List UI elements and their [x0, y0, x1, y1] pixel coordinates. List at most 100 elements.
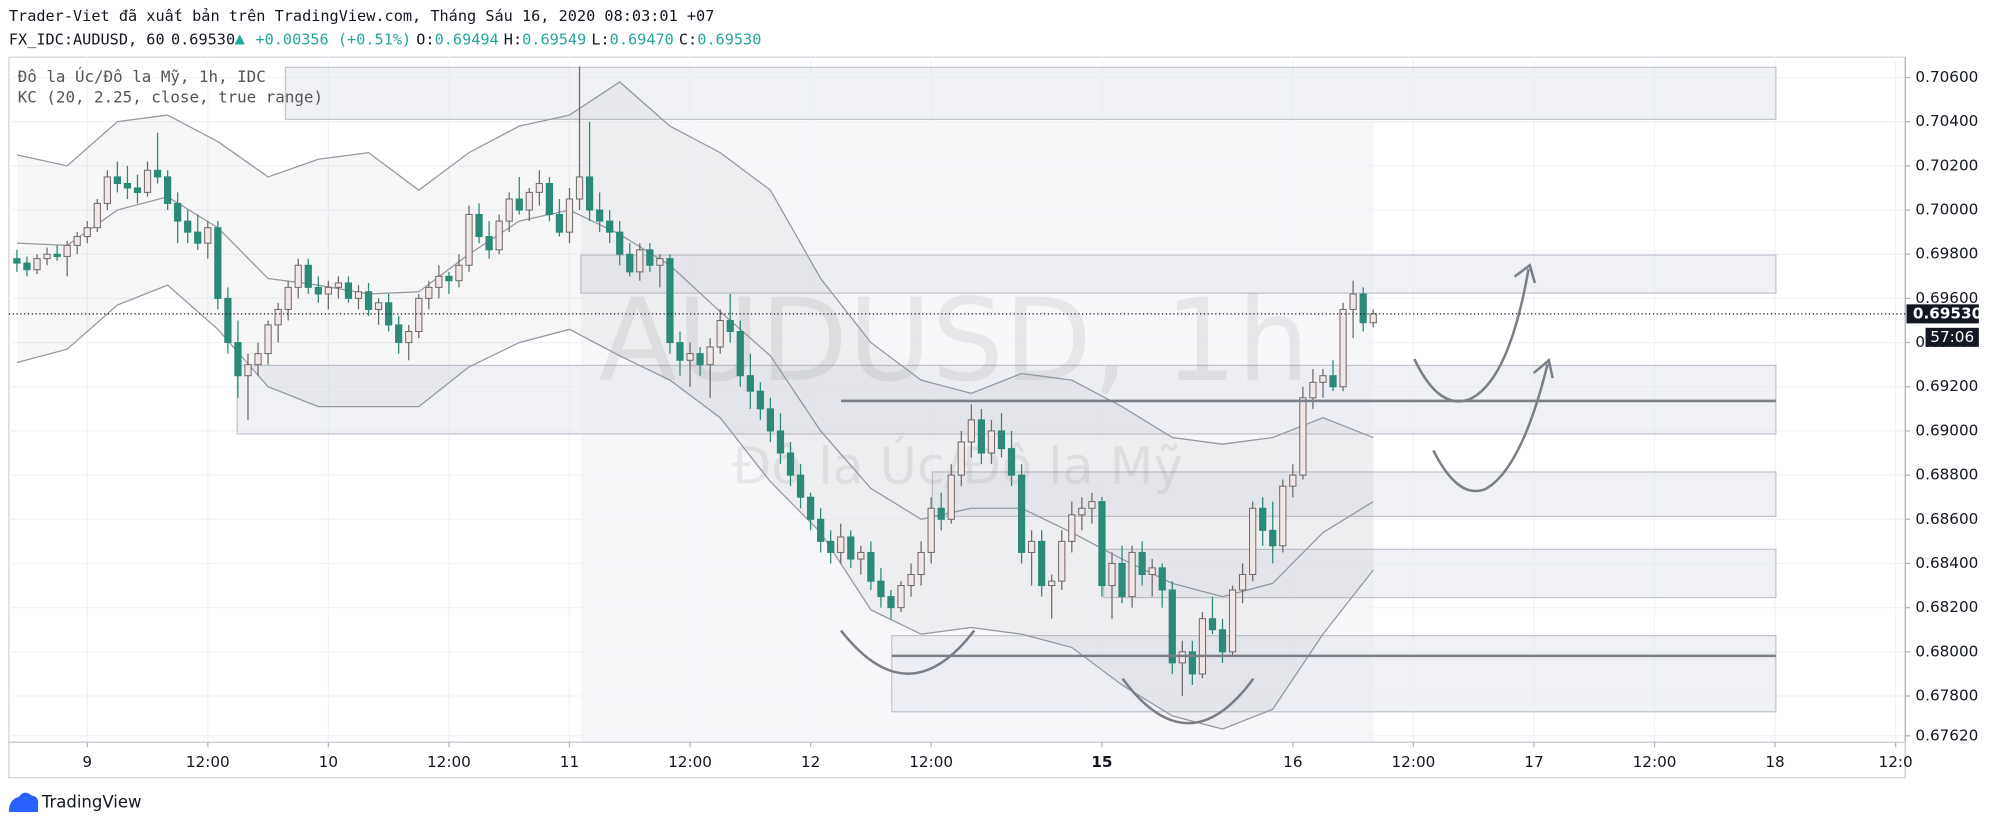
x-tick-label: 12:0 [1879, 753, 1913, 771]
candle-body [907, 574, 915, 587]
candle-body [1138, 551, 1146, 576]
y-tick-label: 0.68600 [1915, 510, 1978, 528]
candle-body [1017, 474, 1026, 553]
candle-body [585, 176, 594, 211]
candle-body [646, 249, 654, 266]
zone [284, 66, 1777, 120]
candle-body [827, 540, 835, 553]
candle-body [385, 302, 393, 326]
candle-body [927, 507, 935, 553]
candle-body [1279, 485, 1287, 547]
candle-body [847, 536, 855, 560]
y-tick-label: 0.70400 [1915, 112, 1978, 130]
candle-body [676, 342, 684, 361]
candle-body [415, 297, 423, 333]
candle-body [1148, 567, 1156, 576]
candle-body [636, 249, 644, 273]
candle-body [997, 430, 1006, 450]
candle-body [565, 198, 574, 233]
candle-body [706, 346, 714, 366]
candle-body [1218, 629, 1227, 653]
brand-logo [8, 792, 39, 812]
candle-body [143, 169, 152, 193]
candle-body [525, 191, 533, 211]
candle-body [485, 236, 493, 251]
kc-band-fill [16, 81, 1374, 730]
candle-body [43, 253, 51, 260]
candle-body [1007, 448, 1016, 476]
x-tick-label: 12:00 [909, 753, 953, 771]
kc-middle-line [16, 196, 1374, 598]
candle-body [445, 275, 453, 282]
candle-body [1058, 540, 1066, 582]
candle-body [776, 430, 785, 454]
candle-body [656, 258, 664, 266]
candle-body [1238, 574, 1247, 591]
candle-body [1088, 501, 1096, 509]
candle-body [857, 551, 865, 560]
candle-body [505, 198, 513, 222]
candle-body [314, 286, 322, 295]
x-tick-label: 12 [801, 753, 820, 771]
arrow-head [1532, 358, 1554, 379]
candle-body [113, 176, 122, 185]
y-tick-label: 0.68000 [1915, 642, 1978, 660]
kc-lower-line [16, 284, 1374, 730]
symbol-info: FX_IDC:AUDUSD, 60 0.69530 +0.00356 (+0.51%… [9, 30, 761, 48]
candle-body [1208, 618, 1217, 631]
candle-body [756, 390, 764, 410]
candle-body [606, 220, 614, 233]
candle-body [13, 258, 21, 264]
candle-body [103, 176, 111, 204]
candle-body [274, 308, 282, 326]
brand-name: TradingView [41, 793, 142, 812]
candle-body [917, 551, 925, 576]
candle-body [1108, 562, 1116, 587]
candle-body [294, 264, 302, 288]
candle-body [817, 518, 825, 542]
candle-body [344, 282, 353, 299]
candle-body [957, 441, 965, 476]
candle-body [796, 474, 805, 498]
candle-body [626, 253, 634, 273]
candle-body [1178, 651, 1186, 664]
candle-body [395, 324, 403, 344]
candle-body [1128, 551, 1136, 598]
candle-body [133, 187, 142, 193]
countdown-label: 57:06 [1930, 328, 1974, 346]
last-value: 0.69530 [171, 30, 235, 48]
zone [931, 471, 1777, 518]
candle-body [967, 419, 975, 443]
candle-body [465, 213, 473, 266]
arc [840, 629, 976, 675]
candle-body [1309, 381, 1317, 399]
candle-body [555, 213, 564, 233]
y-tick-label: 0.69800 [1915, 245, 1978, 263]
candle-body [1048, 580, 1056, 587]
candle-body [1228, 589, 1237, 653]
candle-body [937, 507, 945, 520]
candles [13, 66, 1377, 697]
h-value: 0.69549 [522, 30, 586, 48]
candle-body [214, 227, 222, 299]
candle-body [244, 364, 252, 377]
candle-body [83, 227, 91, 238]
candle-body [686, 353, 694, 361]
x-tick-label: 11 [560, 753, 579, 771]
candle-body [73, 236, 81, 246]
candle-body [405, 331, 413, 344]
candle-body [1289, 474, 1297, 487]
candle-body [194, 231, 202, 244]
arrow-head [1513, 263, 1537, 284]
candle-body [1249, 507, 1257, 576]
candle-body [174, 202, 182, 222]
axes: 0.70600 0.70400 0.70200 0.70000 0.69800 0.696… [8, 57, 1978, 779]
candle-body [515, 198, 523, 211]
candle-body [595, 209, 604, 222]
candle-body [354, 291, 363, 299]
arc [1121, 677, 1255, 725]
last-price-box [1906, 304, 1979, 324]
candle-body [1329, 375, 1337, 388]
candle-body [435, 275, 443, 288]
y-tick-label: 0.67620 [1915, 726, 1978, 744]
